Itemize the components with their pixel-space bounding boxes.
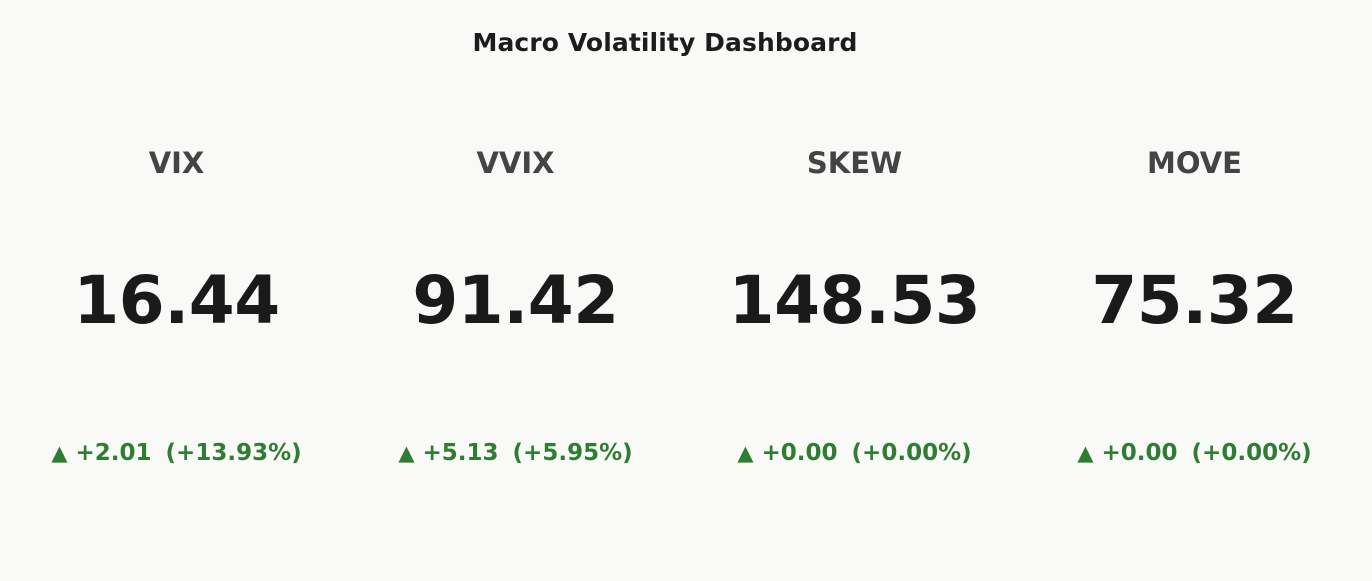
metric-card-vix: VIX 16.44 ▲ +2.01 (+13.93%) <box>7 0 346 581</box>
triangle-up-icon: ▲ <box>737 441 754 465</box>
change-indicator: ▲ +0.00 (+0.00%) <box>685 440 1024 466</box>
metric-value: 91.42 <box>412 262 619 339</box>
triangle-up-icon: ▲ <box>51 441 68 465</box>
ticker-label: MOVE <box>1147 146 1242 180</box>
metric-value: 148.53 <box>728 262 981 339</box>
change-percent: (+0.00%) <box>1191 440 1312 466</box>
metric-value: 75.32 <box>1091 262 1298 339</box>
change-indicator: ▲ +5.13 (+5.95%) <box>346 440 685 466</box>
change-value: +0.00 <box>761 440 838 466</box>
change-percent: (+5.95%) <box>512 440 633 466</box>
metric-card-skew: SKEW 148.53 ▲ +0.00 (+0.00%) <box>685 0 1024 581</box>
ticker-label: SKEW <box>806 146 903 180</box>
ticker-label: VIX <box>148 146 205 180</box>
change-percent: (+0.00%) <box>851 440 972 466</box>
metric-card-move: MOVE 75.32 ▲ +0.00 (+0.00%) <box>1025 0 1364 581</box>
metric-value: 16.44 <box>73 262 280 339</box>
change-value: +5.13 <box>422 440 499 466</box>
triangle-up-icon: ▲ <box>1077 441 1094 465</box>
change-value: +2.01 <box>75 440 152 466</box>
page-title: Macro Volatility Dashboard <box>472 28 858 57</box>
metric-cards: VIX 16.44 ▲ +2.01 (+13.93%) VVIX 91.42 ▲ +5… <box>7 0 1365 581</box>
change-indicator: ▲ +0.00 (+0.00%) <box>1025 440 1364 466</box>
change-indicator: ▲ +2.01 (+13.93%) <box>7 440 346 466</box>
metric-card-vvix: VVIX 91.42 ▲ +5.13 (+5.95%) <box>346 0 685 581</box>
change-percent: (+13.93%) <box>165 440 302 466</box>
change-value: +0.00 <box>1101 440 1178 466</box>
ticker-label: VVIX <box>476 146 555 180</box>
triangle-up-icon: ▲ <box>398 441 415 465</box>
